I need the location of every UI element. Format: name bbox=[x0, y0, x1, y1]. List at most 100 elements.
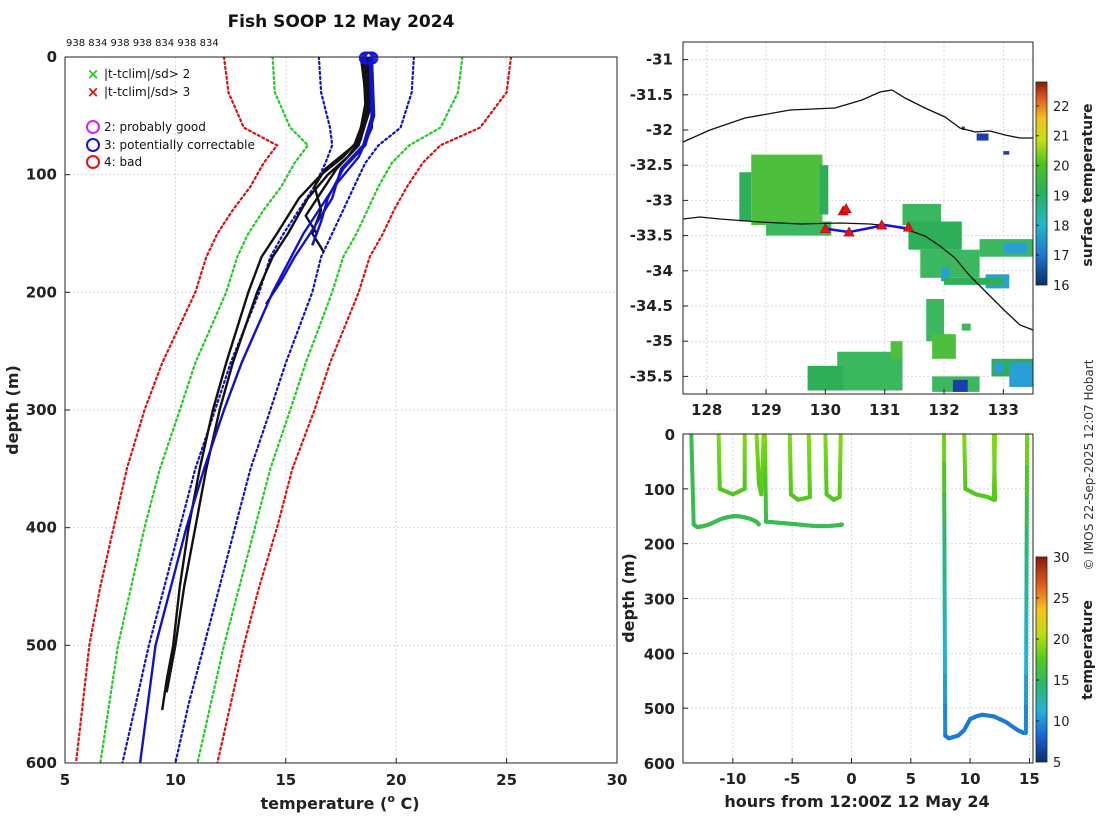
lon-tick-label: 131 bbox=[869, 401, 900, 419]
ship-track bbox=[819, 203, 914, 237]
sst-patch bbox=[994, 362, 1004, 373]
x-tick-label: 10 bbox=[165, 771, 186, 789]
lon-tick-label: 133 bbox=[988, 401, 1019, 419]
lat-tick-label: -31.5 bbox=[630, 86, 673, 104]
lat-tick-label: -32.5 bbox=[630, 156, 673, 174]
credit-text: © IMOS 22-Sep-2025 12:07 Hobart bbox=[1082, 359, 1096, 570]
legend-label: |t-tclim|/sd> 3 bbox=[104, 85, 190, 99]
sst-patch bbox=[944, 277, 1004, 285]
sst-cb-tick-label: 16 bbox=[1053, 279, 1070, 294]
flag-triangle-icon bbox=[876, 219, 888, 230]
temperature-profile bbox=[165, 57, 369, 693]
drop-trace bbox=[762, 434, 844, 529]
drop-traces bbox=[689, 434, 1030, 741]
lon-tick-label: 130 bbox=[810, 401, 841, 419]
sst-patch bbox=[952, 379, 968, 392]
y-tick-label: 500 bbox=[26, 636, 57, 654]
sst-patch bbox=[807, 365, 844, 391]
clim-red-right bbox=[216, 57, 513, 763]
surface-markers bbox=[358, 51, 379, 65]
time-depth-ticks: -10 -5 0 5 10 15 0 100 200 300 400 500 600 bbox=[644, 426, 1040, 788]
sst-patch bbox=[932, 334, 956, 359]
temperature-colorbar bbox=[1035, 556, 1048, 763]
lat-tick-label: -34.5 bbox=[630, 297, 673, 315]
flag-triangle-icon bbox=[902, 221, 914, 232]
sst-cb-tick-label: 20 bbox=[1053, 160, 1070, 175]
depth-tick-label: 100 bbox=[644, 481, 675, 499]
temperature-profile bbox=[264, 57, 374, 305]
x-marker-icon: × bbox=[87, 83, 100, 101]
sst-patch bbox=[890, 341, 903, 359]
time-tick-label: -5 bbox=[784, 770, 801, 788]
sst-cb-tick-label: 19 bbox=[1053, 189, 1070, 204]
flag-triangle-icon bbox=[819, 222, 831, 233]
legend-item-probably-good: 2: probably good bbox=[86, 120, 206, 134]
qc-circle-marker bbox=[365, 51, 379, 65]
temp-cb-tick-label: 10 bbox=[1053, 715, 1070, 730]
sst-patch bbox=[941, 267, 950, 282]
y-tick-label: 600 bbox=[26, 754, 57, 772]
lat-tick-label: -31 bbox=[646, 51, 673, 69]
sst-patch bbox=[819, 165, 829, 215]
chart-title: Fish SOOP 12 May 2024 bbox=[228, 12, 455, 32]
time-tick-label: 10 bbox=[960, 770, 981, 788]
legend-label: 3: potentially correctable bbox=[104, 138, 255, 152]
circle-marker-icon bbox=[86, 138, 100, 152]
y-tick-label: 300 bbox=[26, 401, 57, 419]
lat-tick-label: -33 bbox=[646, 191, 673, 209]
ship-track-line bbox=[825, 223, 909, 234]
profile-panel: Fish SOOP 12 May 2024 938 834 938 938 83… bbox=[3, 12, 627, 813]
legend: × |t-tclim|/sd> 2 × |t-tclim|/sd> 3 2: p… bbox=[86, 65, 255, 169]
legend-item-red-x: × |t-tclim|/sd> 3 bbox=[87, 83, 190, 101]
sst-patch bbox=[961, 323, 971, 331]
map-axes-box bbox=[682, 41, 1034, 395]
map-ticks: 128 129 130 131 132 133 -31 -31.5 -32 -32.5 -33 -33… bbox=[630, 51, 1019, 419]
sst-colorbar bbox=[1035, 81, 1048, 286]
flag-triangle-icon bbox=[840, 203, 852, 214]
circle-marker-icon bbox=[86, 120, 100, 134]
x-marker-icon: × bbox=[87, 65, 100, 83]
depth-tick-label: 200 bbox=[644, 536, 675, 554]
lat-tick-label: -35.5 bbox=[630, 367, 673, 385]
drop-trace bbox=[787, 434, 812, 502]
lon-tick-label: 129 bbox=[750, 401, 781, 419]
legend-item-green-x: × |t-tclim|/sd> 2 bbox=[87, 65, 190, 83]
temperature-colorbar-ticks: 5 10 15 20 25 30 bbox=[1036, 551, 1070, 771]
coastline-north bbox=[683, 89, 1033, 143]
sst-patch bbox=[766, 221, 832, 236]
legend-label: |t-tclim|/sd> 2 bbox=[104, 67, 190, 81]
sst-patch bbox=[908, 221, 962, 250]
depth-tick-label: 0 bbox=[665, 426, 675, 444]
x-tick-label: 15 bbox=[275, 771, 296, 789]
drop-trace bbox=[823, 434, 843, 502]
clim-red-left bbox=[74, 57, 279, 763]
time-depth-panel: -10 -5 0 5 10 15 0 100 200 300 400 500 600 5 10 15 20 25… bbox=[619, 426, 1096, 811]
map-panel: 128 129 130 131 132 133 -31 -31.5 -32 -32.5 -33 -33… bbox=[630, 41, 1096, 419]
sst-cb-tick-label: 18 bbox=[1053, 219, 1070, 234]
temperature-colorbar-label: temperature bbox=[1080, 600, 1096, 700]
y-axis-label: depth (m) bbox=[3, 365, 22, 455]
depth-tick-label: 600 bbox=[644, 755, 675, 773]
lat-tick-label: -34 bbox=[646, 262, 673, 280]
y-tick-label: 400 bbox=[26, 519, 57, 537]
sst-patch bbox=[1009, 362, 1033, 387]
time-tick-label: 15 bbox=[1019, 770, 1040, 788]
depth-tick-label: 500 bbox=[644, 700, 675, 718]
sst-patch bbox=[751, 154, 823, 226]
sst-patch bbox=[739, 172, 752, 222]
depth-tick-label: 400 bbox=[644, 645, 675, 663]
flag-triangle-icon bbox=[843, 226, 855, 237]
drop-trace bbox=[689, 434, 761, 530]
x-axis-label: temperature (o C) bbox=[260, 792, 419, 813]
legend-item-bad: 4: bad bbox=[86, 155, 142, 169]
legend-item-potentially-correctable: 3: potentially correctable bbox=[86, 138, 255, 152]
time-depth-y-axis-label: depth (m) bbox=[619, 553, 638, 643]
lat-tick-label: -33.5 bbox=[630, 227, 673, 245]
time-tick-label: -10 bbox=[719, 770, 746, 788]
time-tick-label: 5 bbox=[906, 770, 916, 788]
sst-colorbar-ticks: 16 17 18 19 20 21 22 bbox=[1036, 100, 1070, 294]
temp-cb-tick-label: 15 bbox=[1053, 674, 1070, 689]
sst-colorbar-label: surface temperature bbox=[1080, 103, 1096, 266]
